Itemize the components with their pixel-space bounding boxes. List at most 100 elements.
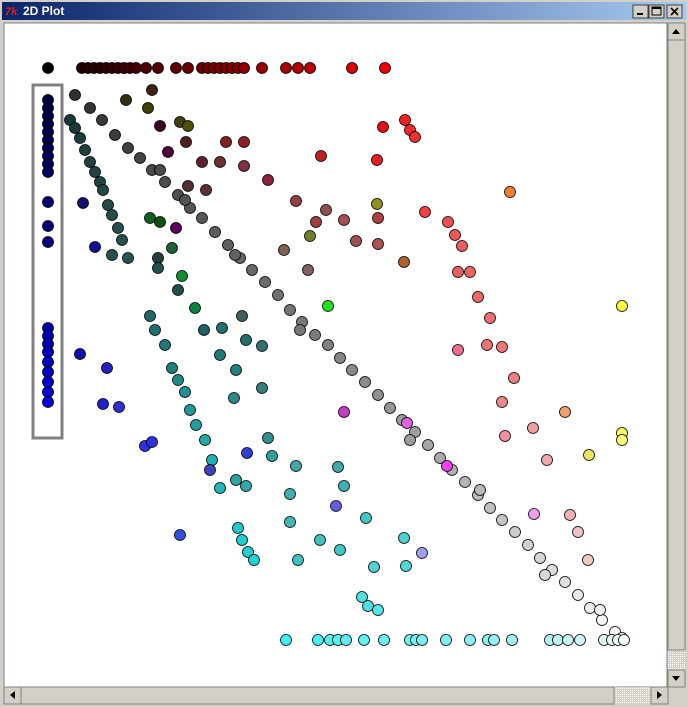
point <box>401 417 413 429</box>
point <box>154 120 166 132</box>
point <box>278 244 290 256</box>
point <box>481 339 493 351</box>
point <box>416 634 428 646</box>
point <box>340 634 352 646</box>
title-bar <box>2 2 686 20</box>
point <box>140 62 152 74</box>
point <box>230 364 242 376</box>
point <box>259 276 271 288</box>
point <box>304 62 316 74</box>
point <box>42 166 54 178</box>
point <box>116 234 128 246</box>
point <box>379 62 391 74</box>
point <box>120 94 132 106</box>
point <box>528 508 540 520</box>
point <box>154 216 166 228</box>
point <box>360 512 372 524</box>
maximize-button[interactable] <box>648 4 665 19</box>
point <box>199 434 211 446</box>
point <box>372 604 384 616</box>
point <box>84 156 96 168</box>
point <box>284 488 296 500</box>
point <box>292 62 304 74</box>
point <box>236 534 248 546</box>
point <box>506 634 518 646</box>
point <box>322 339 334 351</box>
point <box>583 449 595 461</box>
point <box>330 500 342 512</box>
point <box>106 209 118 221</box>
point <box>338 480 350 492</box>
point <box>559 406 571 418</box>
point <box>89 241 101 253</box>
point <box>196 156 208 168</box>
point <box>488 634 500 646</box>
point <box>372 212 384 224</box>
point <box>246 264 258 276</box>
horizontal-scrollbar[interactable] <box>3 686 669 705</box>
point <box>102 199 114 211</box>
vertical-scrollbar[interactable] <box>667 22 686 688</box>
point <box>159 176 171 188</box>
point <box>541 454 553 466</box>
point <box>248 554 260 566</box>
point <box>338 406 350 418</box>
point <box>166 242 178 254</box>
point <box>130 62 142 74</box>
point <box>368 561 380 573</box>
point <box>238 160 250 172</box>
point <box>162 146 174 158</box>
point <box>310 216 322 228</box>
scatter-plot <box>42 62 630 646</box>
point <box>200 184 212 196</box>
minimize-button[interactable] <box>632 4 649 19</box>
point <box>404 434 416 446</box>
point <box>564 509 576 521</box>
point <box>42 356 54 368</box>
point <box>442 216 454 228</box>
point <box>182 62 194 74</box>
point <box>371 154 383 166</box>
point <box>559 576 571 588</box>
point <box>594 604 606 616</box>
point <box>290 195 302 207</box>
point <box>584 602 596 614</box>
point <box>582 554 594 566</box>
point <box>238 136 250 148</box>
point <box>280 634 292 646</box>
point <box>572 589 584 601</box>
point <box>42 236 54 248</box>
point <box>315 150 327 162</box>
point <box>180 136 192 148</box>
point <box>440 634 452 646</box>
point <box>346 62 358 74</box>
point <box>170 62 182 74</box>
point <box>484 502 496 514</box>
point <box>154 164 166 176</box>
app-icon: 7k <box>5 6 18 18</box>
point <box>441 460 453 472</box>
point <box>464 634 476 646</box>
point <box>256 62 268 74</box>
point <box>152 62 164 74</box>
window-title: 2D Plot <box>23 4 64 18</box>
point <box>144 310 156 322</box>
point <box>172 284 184 296</box>
point <box>527 422 539 434</box>
close-button[interactable] <box>666 4 683 19</box>
point <box>113 401 125 413</box>
point <box>312 634 324 646</box>
point <box>170 222 182 234</box>
point <box>280 62 292 74</box>
point <box>112 222 124 234</box>
point <box>284 304 296 316</box>
point <box>159 339 171 351</box>
point <box>504 186 516 198</box>
point <box>74 132 86 144</box>
point <box>189 302 201 314</box>
point <box>240 480 252 492</box>
point <box>398 256 410 268</box>
point <box>172 374 184 386</box>
point <box>346 364 358 376</box>
